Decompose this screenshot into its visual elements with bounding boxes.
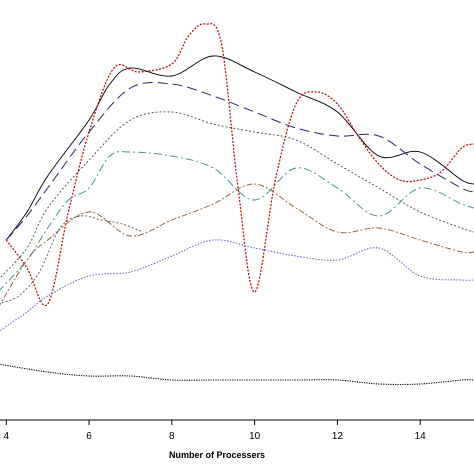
series-line-8: [0, 239, 474, 332]
x-tick-label: 8: [169, 431, 175, 442]
series-line-6: [0, 183, 474, 306]
x-axis-title: Number of Processers: [169, 450, 265, 460]
x-ticks: 4 6 8 10 12 14: [3, 420, 426, 442]
series-layer: [0, 23, 474, 386]
series-line-1: [5, 55, 474, 241]
x-tick-label: 12: [332, 431, 344, 442]
series-line-7: [0, 215, 144, 304]
series-line-9: [0, 363, 474, 386]
x-tick-label: 4: [3, 431, 9, 442]
x-tick-label: 6: [86, 431, 92, 442]
x-tick-label: 14: [415, 431, 427, 442]
x-tick-label: 10: [249, 431, 261, 442]
series-line-3: [5, 23, 474, 307]
series-line-2: [5, 82, 474, 241]
series-line-4: [0, 111, 474, 279]
series-line-5: [0, 151, 474, 291]
